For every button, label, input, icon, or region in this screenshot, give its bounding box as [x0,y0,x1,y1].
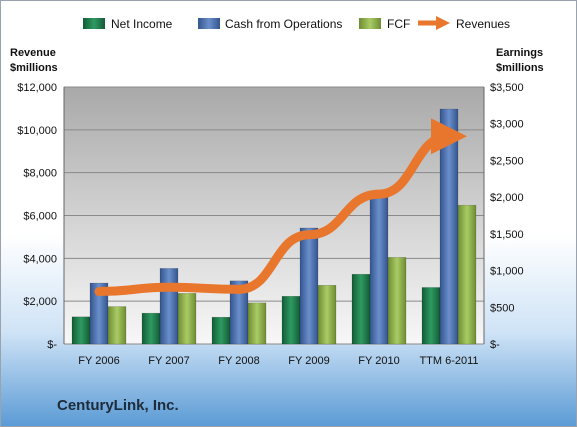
right-tick-label: $2,500 [490,155,524,167]
left-axis-ticks: $- $2,000 $4,000 $6,000 $8,000 $10,000 $12,000 [17,82,57,351]
legend-label-net-income: Net Income [111,17,173,31]
legend: Net Income Cash from Operations FCF Reve… [83,16,510,31]
right-tick-label: $1,500 [490,229,524,241]
bar-net-income [141,312,161,345]
left-tick-label: $2,000 [23,296,57,308]
left-axis-title-line2: $millions [10,62,58,74]
right-tick-label: $3,500 [490,82,524,94]
right-tick-label: $- [490,339,500,351]
bar-net-income [71,316,91,345]
bar-fcf [387,257,407,345]
left-tick-label: $4,000 [23,253,57,265]
right-tick-label: $3,000 [490,119,524,131]
left-tick-label: $8,000 [23,168,57,180]
category-label: FY 2010 [358,355,399,367]
legend-swatch-cash-from-operations [198,18,220,29]
right-axis-title-line1: Earnings [496,47,543,59]
bar-net-income [211,316,231,345]
legend-swatch-net-income [83,18,105,29]
legend-swatch-fcf [359,18,381,29]
bar-cash-from-operations [159,268,179,345]
bar-cash-from-operations [299,227,319,345]
right-tick-label: $1,000 [490,266,524,278]
legend-label-cash-from-operations: Cash from Operations [225,17,342,31]
bar-net-income [351,273,371,345]
bar-cash-from-operations [439,108,459,345]
bar-net-income [281,296,301,345]
legend-label-revenues: Revenues [456,17,510,31]
revenue-line [94,118,467,297]
revenues-line-path [94,118,467,297]
category-label: FY 2006 [78,355,119,367]
left-axis-title-line1: Revenue [10,47,56,59]
right-axis-title-line2: $millions [496,62,544,74]
category-label: TTM 6-2011 [419,355,478,367]
bar-cash-from-operations [369,193,389,345]
left-tick-label: $- [47,339,57,351]
bar-net-income [421,287,441,345]
category-label: FY 2007 [148,355,189,367]
legend-label-fcf: FCF [387,17,410,31]
category-label: FY 2009 [288,355,329,367]
left-tick-label: $6,000 [23,211,57,223]
legend-swatch-revenues [418,16,450,30]
right-tick-label: $500 [490,302,514,314]
right-axis-ticks: $- $500 $1,000 $1,500 $2,000 $2,500 $3,000 $3,5… [490,82,524,351]
bar-fcf [457,204,477,345]
bar-fcf [247,302,267,345]
left-tick-label: $10,000 [17,125,57,137]
bar-fcf [177,293,197,345]
category-labels: FY 2006 FY 2007 FY 2008 FY 2009 FY 2010 TTM 6… [78,355,478,367]
bar-fcf [317,285,337,345]
category-label: FY 2008 [218,355,259,367]
left-tick-label: $12,000 [17,82,57,94]
bars [71,108,477,345]
bar-fcf [107,306,127,345]
right-tick-label: $2,000 [490,192,524,204]
company-name: CenturyLink, Inc. [57,397,179,414]
grid-lines [63,86,485,345]
